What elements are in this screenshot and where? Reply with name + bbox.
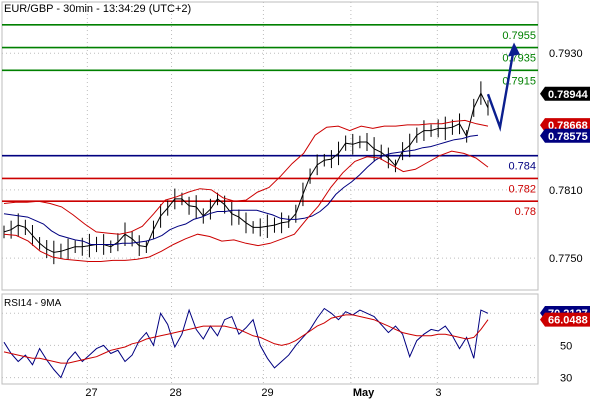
series-lines (3, 81, 489, 265)
rsi-tick-label: 30 (560, 373, 572, 385)
bollinger-upper-line (3, 119, 489, 235)
rsi-panel-frame (1, 293, 539, 385)
price-axis: 0.7930 0.7810 0.7750 (549, 48, 583, 265)
rsi-lines (3, 307, 489, 379)
rsi-tick-label: 50 (560, 340, 572, 352)
level-label: 0.784 (508, 161, 536, 173)
rsi-ma-line (3, 314, 489, 364)
bollinger-badge-text: 0.78575 (548, 131, 588, 143)
bollinger-lower-line (3, 150, 489, 262)
x-tick-label: 28 (170, 387, 182, 399)
x-axis: 27 28 29 May 3 (85, 387, 441, 399)
x-tick-label: 3 (435, 387, 441, 399)
level-label: 0.78 (515, 206, 536, 218)
level-label: 0.7915 (502, 75, 536, 87)
forecast-arrow (486, 42, 520, 132)
rsi-panel-label: RSI14 - 9MA (4, 298, 62, 309)
price-panel-frame (1, 1, 539, 291)
current-price-badge (540, 86, 590, 101)
level-label: 0.782 (508, 183, 536, 195)
price-tick-label: 0.7810 (549, 185, 583, 197)
x-tick-label: 29 (261, 387, 273, 399)
rsi-badge (540, 312, 590, 327)
forecast-path (486, 47, 516, 132)
bollinger-badge (540, 118, 590, 133)
rsi-badge-text: 66.0488 (548, 315, 588, 327)
bollinger-badge (540, 128, 590, 143)
forecast-arrowhead (508, 42, 520, 57)
current-price-badge-text: 0.78944 (548, 89, 589, 101)
chart-title: EUR/GBP - 30min - 13:34:29 (UTC+2) (4, 3, 191, 15)
price-tick-label: 0.7750 (549, 253, 583, 265)
price-tick-label: 0.7930 (549, 48, 583, 60)
x-tick-label: May (353, 387, 375, 399)
price-line (3, 91, 489, 253)
level-label: 0.7955 (502, 30, 536, 42)
price-grid (2, 2, 538, 290)
ma-line (3, 134, 479, 245)
x-tick-label: 27 (85, 387, 97, 399)
